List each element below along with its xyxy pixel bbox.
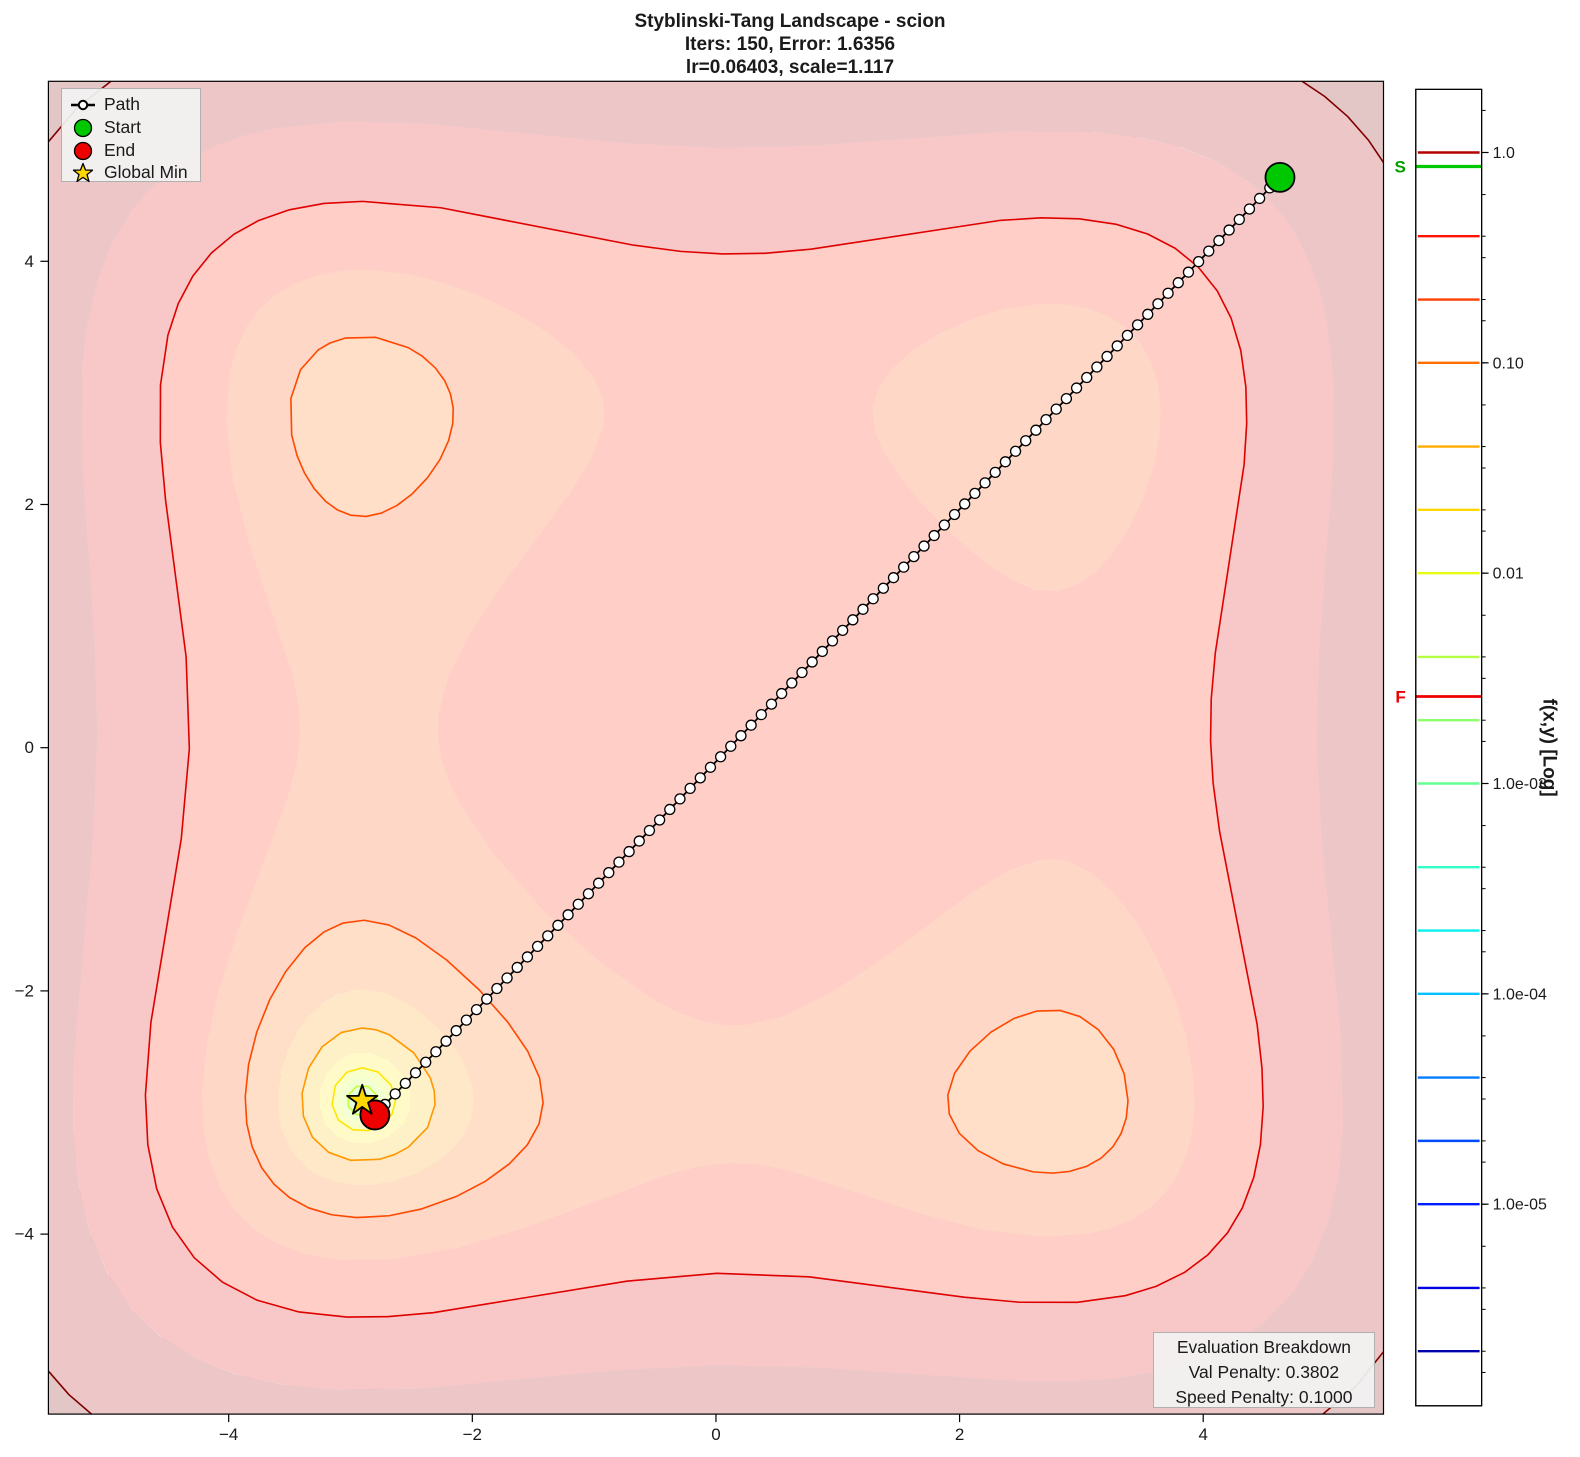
- svg-text:1.0e-05: 1.0e-05: [1493, 1197, 1547, 1214]
- svg-text:1.0: 1.0: [1493, 145, 1515, 162]
- svg-text:f(x,y) [Log]: f(x,y) [Log]: [1539, 699, 1560, 797]
- svg-text:0.01: 0.01: [1493, 566, 1524, 583]
- svg-text:0.10: 0.10: [1493, 355, 1524, 372]
- svg-text:S: S: [1394, 157, 1405, 176]
- svg-text:F: F: [1395, 688, 1405, 707]
- svg-text:1.0e-04: 1.0e-04: [1493, 986, 1547, 1003]
